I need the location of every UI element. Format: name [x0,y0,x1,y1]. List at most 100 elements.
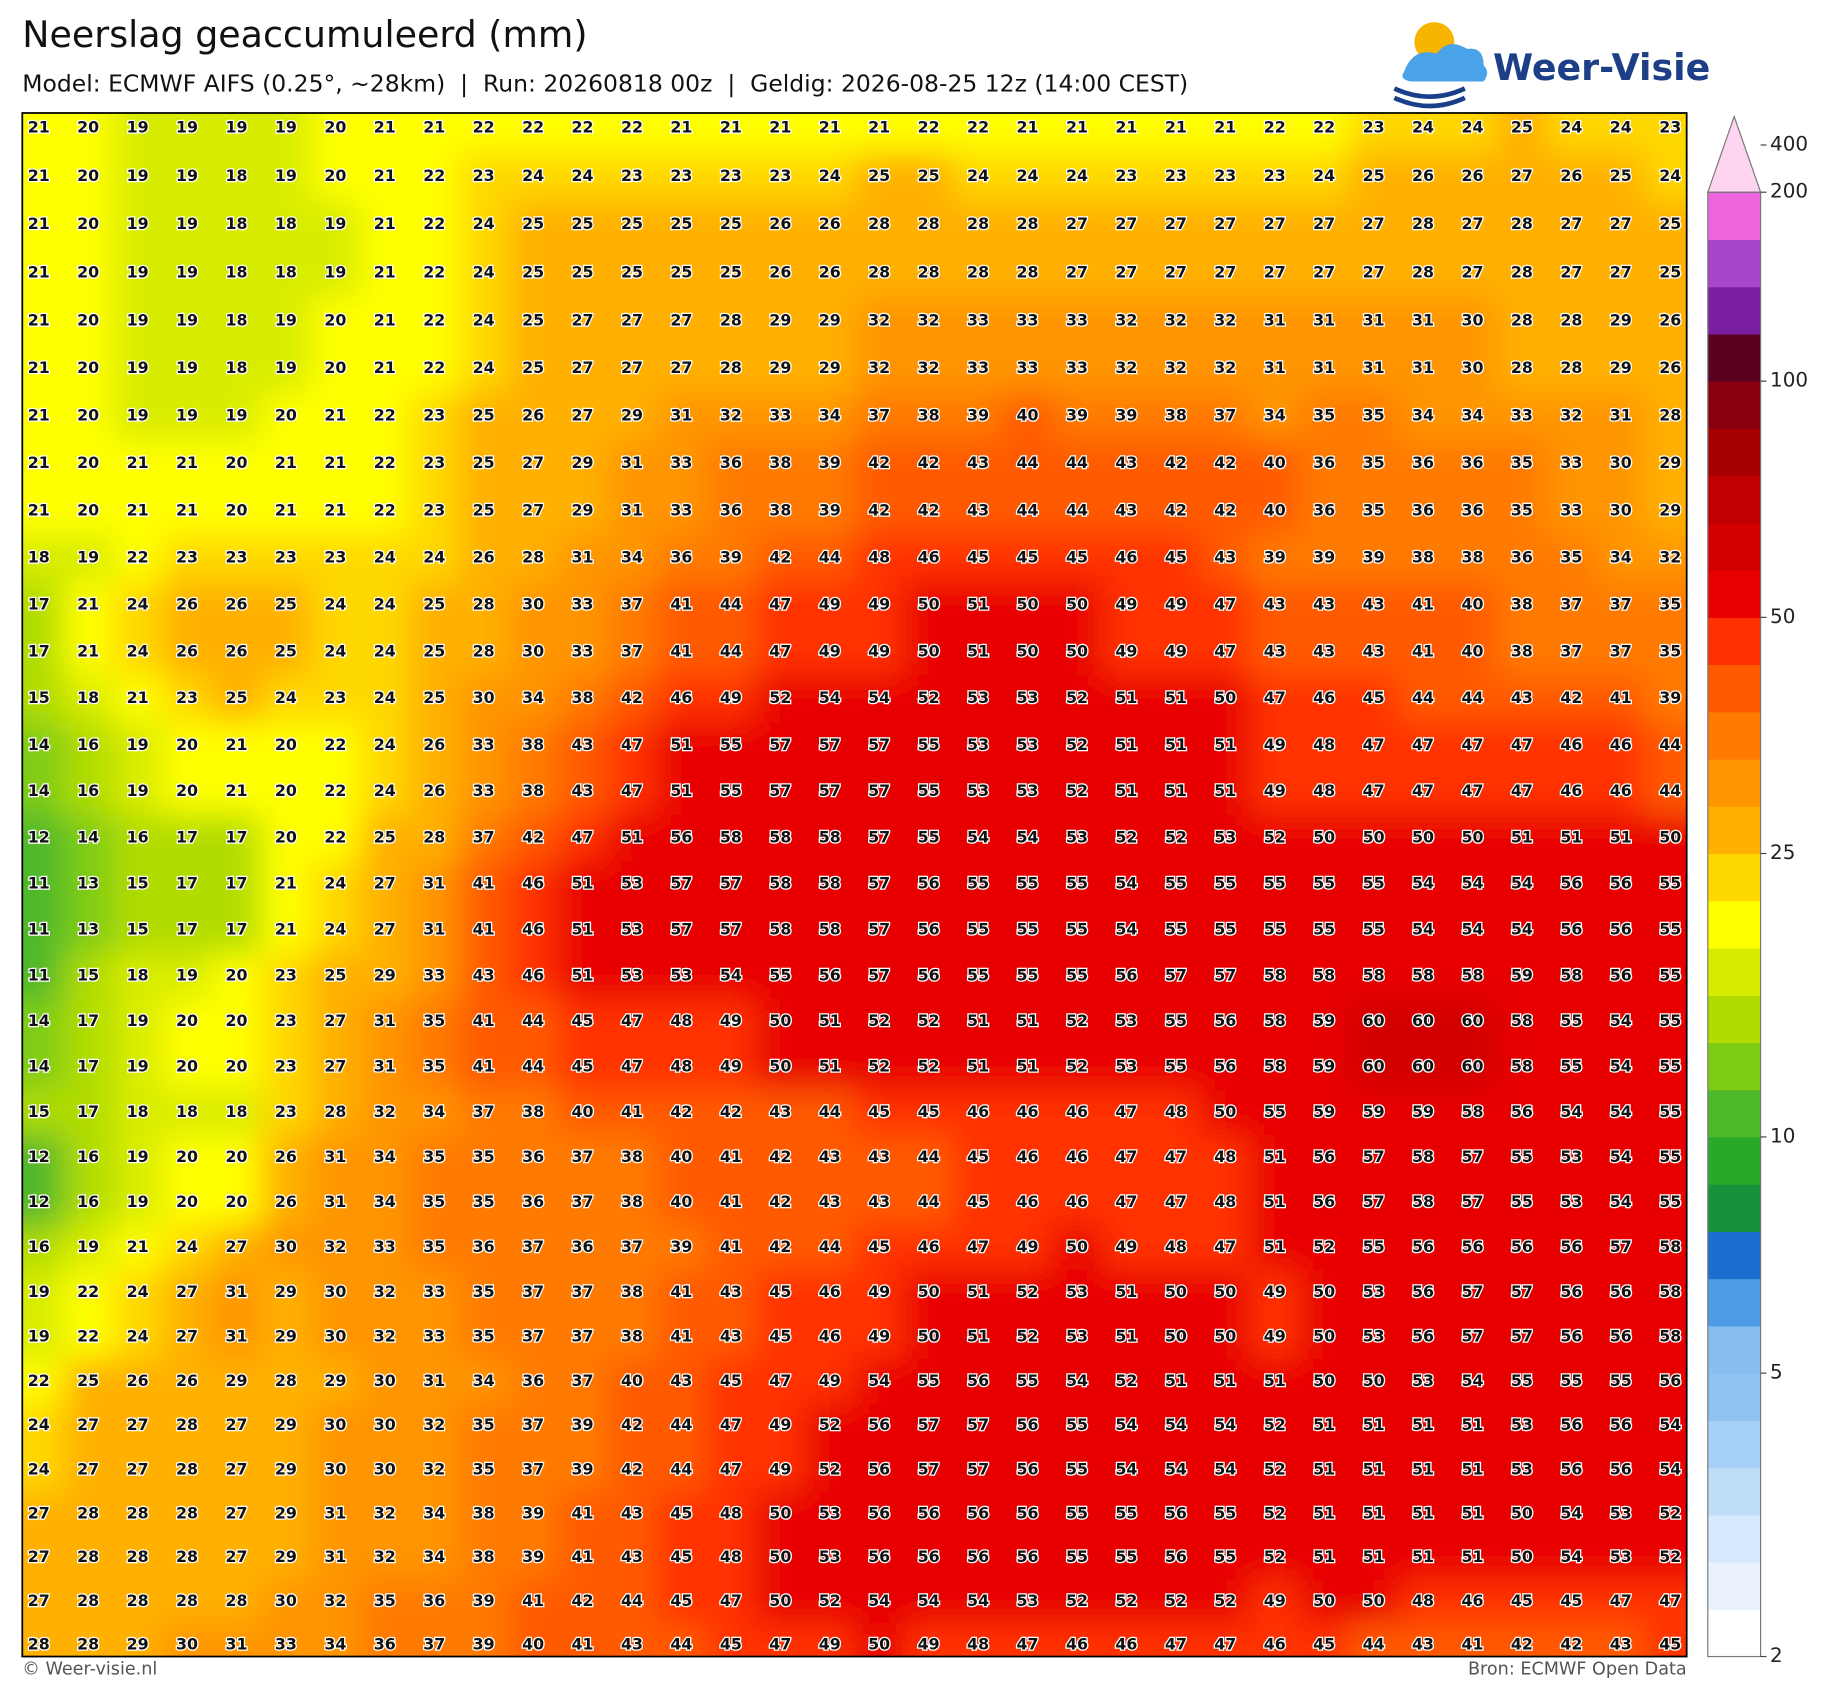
grid-value: 25 [868,166,890,185]
grid-value: 53 [1412,1371,1434,1390]
field-cell [162,814,213,863]
field-cell [112,722,164,770]
grid-value: 21 [127,501,149,520]
field-cell [310,344,362,394]
grid-value: 41 [522,1591,544,1610]
precip-field [22,112,1687,1657]
field-cell [162,722,213,770]
field-cell [1151,152,1202,202]
field-cell [1348,296,1400,346]
grid-value: 53 [819,1547,841,1566]
grid-value: 54 [1412,874,1434,893]
grid-value: 21 [374,166,396,185]
grid-value: 27 [176,1326,198,1345]
field-cell [1645,248,1687,298]
field-cell [1250,675,1301,724]
grid-value: 46 [1313,688,1335,707]
grid-value: 44 [1066,453,1088,472]
field-cell [458,1447,510,1493]
grid-value: 49 [1165,595,1187,614]
field-cell [310,1314,362,1361]
grid-value: 31 [423,920,445,939]
grid-value: 51 [1313,1547,1335,1566]
field-cell [508,248,560,298]
grid-value: 17 [77,1102,99,1121]
field-cell [360,534,411,583]
field-cell [805,296,856,346]
grid-value: 19 [127,358,149,377]
field-cell [1101,534,1153,583]
grid-value: 56 [1313,1147,1335,1166]
grid-value: 56 [1610,965,1632,984]
field-cell [1645,907,1687,955]
grid-value: 40 [621,1371,643,1390]
field-cell [1398,248,1449,298]
field-cell [1497,768,1548,817]
field-cell [854,581,906,630]
grid-value: 24 [275,688,297,707]
field-cell [162,675,213,724]
field-cell [162,1447,213,1493]
field-cell [706,1314,757,1361]
field-cell [805,1225,856,1272]
field-cell [805,1089,856,1137]
field-cell [557,200,609,250]
field-cell [805,1044,856,1091]
field-cell [360,907,411,955]
field-cell [1645,953,1687,1000]
field-cell [1052,861,1103,909]
field-cell [557,722,609,770]
field-cell [211,814,263,863]
grid-value: 46 [1115,548,1137,567]
grid-value: 54 [967,1591,989,1610]
field-cell [755,1403,807,1449]
grid-value: 45 [572,1057,594,1076]
grid-value: 51 [1412,1415,1434,1434]
grid-value: 58 [1659,1326,1681,1345]
grid-value: 50 [1066,595,1088,614]
grid-value: 49 [868,595,890,614]
field-cell [953,1314,1004,1361]
grid-value: 46 [522,920,544,939]
grid-value: 22 [423,214,445,233]
grid-value: 31 [572,548,594,567]
grid-value: 45 [868,1237,890,1256]
field-cell [1596,534,1647,583]
grid-value: 35 [423,1057,445,1076]
field-cell [458,1269,510,1316]
field-cell [854,1180,906,1227]
field-cell [409,1447,461,1493]
grid-value: 21 [423,118,445,137]
grid-value: 55 [1560,1011,1582,1030]
grid-value: 44 [670,1415,692,1434]
field-cell [261,344,312,394]
grid-value: 36 [1412,453,1434,472]
grid-value: 21 [28,310,50,329]
grid-value: 44 [1017,453,1039,472]
field-cell [854,200,906,250]
field-cell [261,1491,312,1537]
grid-value: 27 [621,310,643,329]
grid-value: 27 [522,501,544,520]
field-cell [310,1491,362,1537]
grid-value: 49 [720,1011,742,1030]
grid-value: 12 [28,1147,50,1166]
field-cell [360,1044,411,1091]
grid-value: 28 [967,214,989,233]
field-cell [63,392,115,442]
field-cell [409,1403,461,1449]
field-cell [953,487,1004,536]
grid-value: 32 [324,1591,346,1610]
grid-value: 56 [1165,1547,1187,1566]
grid-value: 58 [1264,1057,1286,1076]
grid-value: 50 [769,1547,791,1566]
grid-value: 47 [621,1011,643,1030]
grid-value: 38 [621,1147,643,1166]
grid-value: 51 [621,828,643,847]
grid-value: 42 [1214,453,1236,472]
grid-value: 37 [522,1415,544,1434]
field-cell [1101,152,1153,202]
grid-value: 51 [1264,1371,1286,1390]
field-cell [261,439,312,489]
colorbar-tick-label: 25 [1770,841,1795,864]
